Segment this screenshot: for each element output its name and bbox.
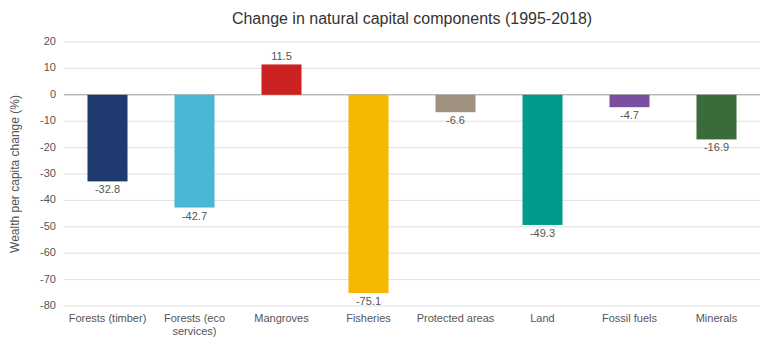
x-tick-label-line: Fossil fuels [602, 312, 658, 324]
y-tick-label: -30 [40, 167, 56, 179]
y-tick-label: 0 [50, 88, 56, 100]
grid-line [64, 94, 760, 95]
x-tick-label: Fossil fuels [602, 312, 658, 324]
data-label: 11.5 [271, 50, 292, 62]
grid [64, 42, 760, 306]
grid-line [64, 147, 760, 148]
y-tick-label: -10 [40, 114, 56, 126]
data-label: -49.3 [530, 227, 555, 239]
y-tick-label: -20 [40, 141, 56, 153]
x-tick-label: Minerals [696, 312, 738, 324]
y-tick-label: -60 [40, 246, 56, 258]
bar [174, 95, 214, 208]
data-label: -42.7 [182, 210, 207, 222]
x-tick-label: Forests (ecoservices) [164, 312, 225, 337]
grid-line [64, 68, 760, 69]
grid-line [64, 174, 760, 175]
x-tick-label: Mangroves [254, 312, 309, 324]
grid-line [64, 42, 760, 43]
x-tick-label: Fisheries [346, 312, 391, 324]
bar [435, 95, 475, 112]
y-tick-label: 20 [44, 35, 56, 47]
grid-line [64, 253, 760, 254]
y-tick-label: 10 [44, 61, 56, 73]
bar [522, 95, 562, 225]
x-tick-label-line: Mangroves [254, 312, 309, 324]
data-label: -6.6 [446, 114, 465, 126]
x-tick-label-line: Land [530, 312, 554, 324]
bars [87, 64, 736, 293]
bar [609, 95, 649, 107]
chart-container: -80 -70 -60 -50 -40 -30 -20 -10 0 10 20 -32.8 -42.7 1… [0, 0, 780, 350]
x-tick-label: Land [530, 312, 554, 324]
y-axis-label: Wealth per capita change (%) [8, 95, 22, 253]
bar [696, 95, 736, 140]
grid-line [64, 226, 760, 227]
grid-line [64, 121, 760, 122]
bar [87, 95, 127, 182]
y-tick-label: -70 [40, 273, 56, 285]
title: Change in natural capital components (19… [232, 10, 592, 27]
data-label: -32.8 [95, 183, 120, 195]
grid-line [64, 200, 760, 201]
data-label: -16.9 [704, 141, 729, 153]
x-tick-label-line: Protected areas [417, 312, 495, 324]
y-tick-label: -80 [40, 299, 56, 311]
grid-line [64, 279, 760, 280]
grid-line [64, 306, 760, 307]
bar [261, 64, 301, 94]
data-label: -4.7 [620, 109, 639, 121]
x-tick-label-line: Fisheries [346, 312, 391, 324]
data-label: -75.1 [356, 295, 381, 307]
x-tick-label: Forests (timber) [69, 312, 147, 324]
chart: -80 -70 -60 -50 -40 -30 -20 -10 0 10 20 -32.8 -42.7 1… [0, 0, 780, 350]
bar [348, 95, 388, 293]
y-tick-label: -50 [40, 220, 56, 232]
x-tick-label-line: Forests (eco [164, 312, 225, 324]
x-tick-label: Protected areas [417, 312, 495, 324]
x-tick-label-line: Forests (timber) [69, 312, 147, 324]
y-tick-label: -40 [40, 193, 56, 205]
x-tick-label-line: Minerals [696, 312, 738, 324]
x-tick-label-line: services) [172, 325, 216, 337]
